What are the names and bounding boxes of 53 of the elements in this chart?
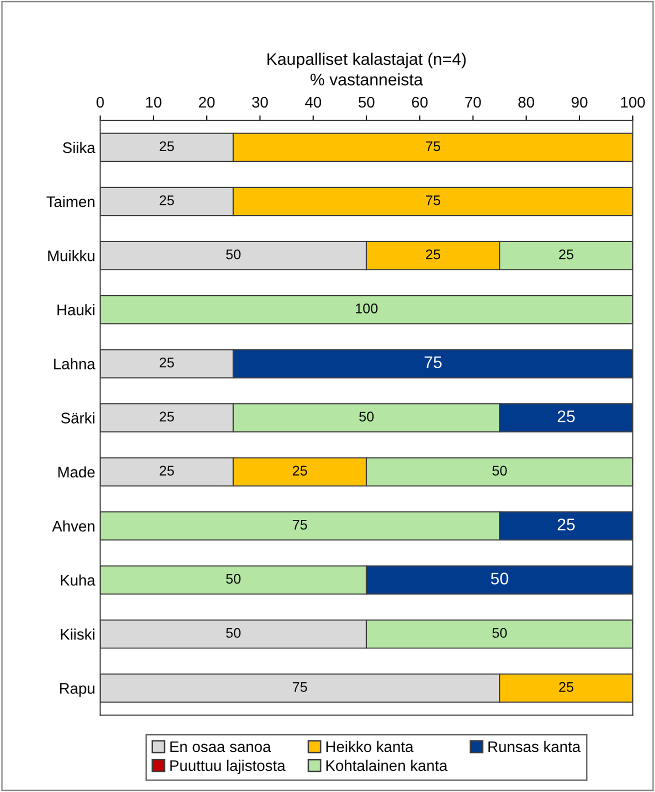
legend-label: Heikko kanta — [326, 740, 414, 752]
x-tick-label: 0 — [96, 96, 104, 108]
legend-label: Kohtalainen kanta — [326, 760, 448, 772]
data-label: 50 — [226, 249, 241, 260]
x-tick-label: 80 — [518, 96, 534, 108]
y-tick-label: Särki — [61, 412, 94, 424]
y-tick-label: Ahven — [52, 520, 94, 532]
y-tick-label: Kiiski — [60, 628, 94, 640]
y-tick-label: Made — [58, 466, 95, 478]
data-label: 75 — [292, 682, 308, 692]
y-tick-label: Taimen — [46, 196, 94, 208]
data-label: 25 — [160, 141, 174, 152]
data-label: 25 — [292, 466, 308, 476]
data-label: 25 — [558, 410, 575, 422]
data-label: 50 — [492, 466, 507, 476]
y-tick-label: Muikku — [48, 250, 94, 262]
data-label: 50 — [226, 574, 241, 584]
y-tick-label: Siika — [62, 142, 96, 154]
x-tick-label: 40 — [305, 96, 322, 108]
chart-title: Kaupalliset kalastajat (n=4) — [268, 52, 466, 68]
x-tick-label: 10 — [146, 96, 162, 108]
data-label: 75 — [426, 141, 440, 152]
data-label: 25 — [160, 466, 174, 476]
y-tick-label: Lahna — [54, 358, 96, 370]
data-label: 25 — [559, 682, 574, 692]
data-label: 75 — [426, 196, 440, 206]
data-label: 50 — [359, 412, 374, 422]
data-label: 25 — [426, 249, 440, 260]
y-tick-label: Rapu — [60, 683, 94, 697]
y-tick-label: Hauki — [58, 304, 94, 316]
data-label: 50 — [492, 628, 507, 638]
data-label: 75 — [424, 356, 442, 368]
data-label: 25 — [160, 358, 174, 368]
data-label: 100 — [356, 304, 378, 314]
data-label: 25 — [558, 518, 575, 530]
x-tick-label: 90 — [572, 96, 588, 108]
legend-label: Puuttuu lajistosta — [170, 760, 286, 774]
x-tick-label: 30 — [252, 96, 268, 108]
y-tick-label: Kuha — [60, 574, 96, 586]
data-label: 25 — [160, 195, 174, 206]
x-tick-label: 20 — [198, 96, 215, 108]
data-label: 25 — [559, 249, 574, 260]
data-label: 25 — [160, 412, 174, 422]
x-tick-label: 50 — [358, 96, 374, 108]
legend-label: En osaa sanoa — [170, 741, 272, 752]
x-axis-title: % vastanneista — [310, 73, 423, 86]
x-tick-label: 100 — [621, 96, 645, 108]
legend-label: Runsas kanta — [488, 740, 581, 752]
data-label: 75 — [292, 520, 308, 530]
data-label: 50 — [226, 628, 241, 638]
x-tick-label: 70 — [465, 96, 481, 108]
x-tick-label: 60 — [412, 96, 428, 108]
data-label: 50 — [491, 572, 508, 584]
